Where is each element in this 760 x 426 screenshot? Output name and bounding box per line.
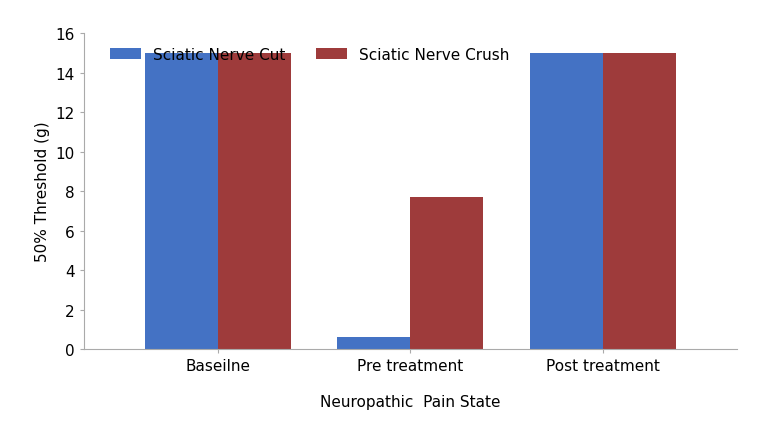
Y-axis label: 50% Threshold (g): 50% Threshold (g) [35, 121, 49, 262]
Legend: Sciatic Nerve Cut, Sciatic Nerve Crush: Sciatic Nerve Cut, Sciatic Nerve Crush [104, 42, 515, 69]
Bar [530, 54, 603, 349]
Bar [145, 54, 218, 349]
X-axis label: Neuropathic  Pain State: Neuropathic Pain State [320, 394, 501, 409]
Bar [218, 54, 291, 349]
Bar [603, 54, 676, 349]
Bar [337, 337, 410, 349]
Bar [410, 198, 483, 349]
